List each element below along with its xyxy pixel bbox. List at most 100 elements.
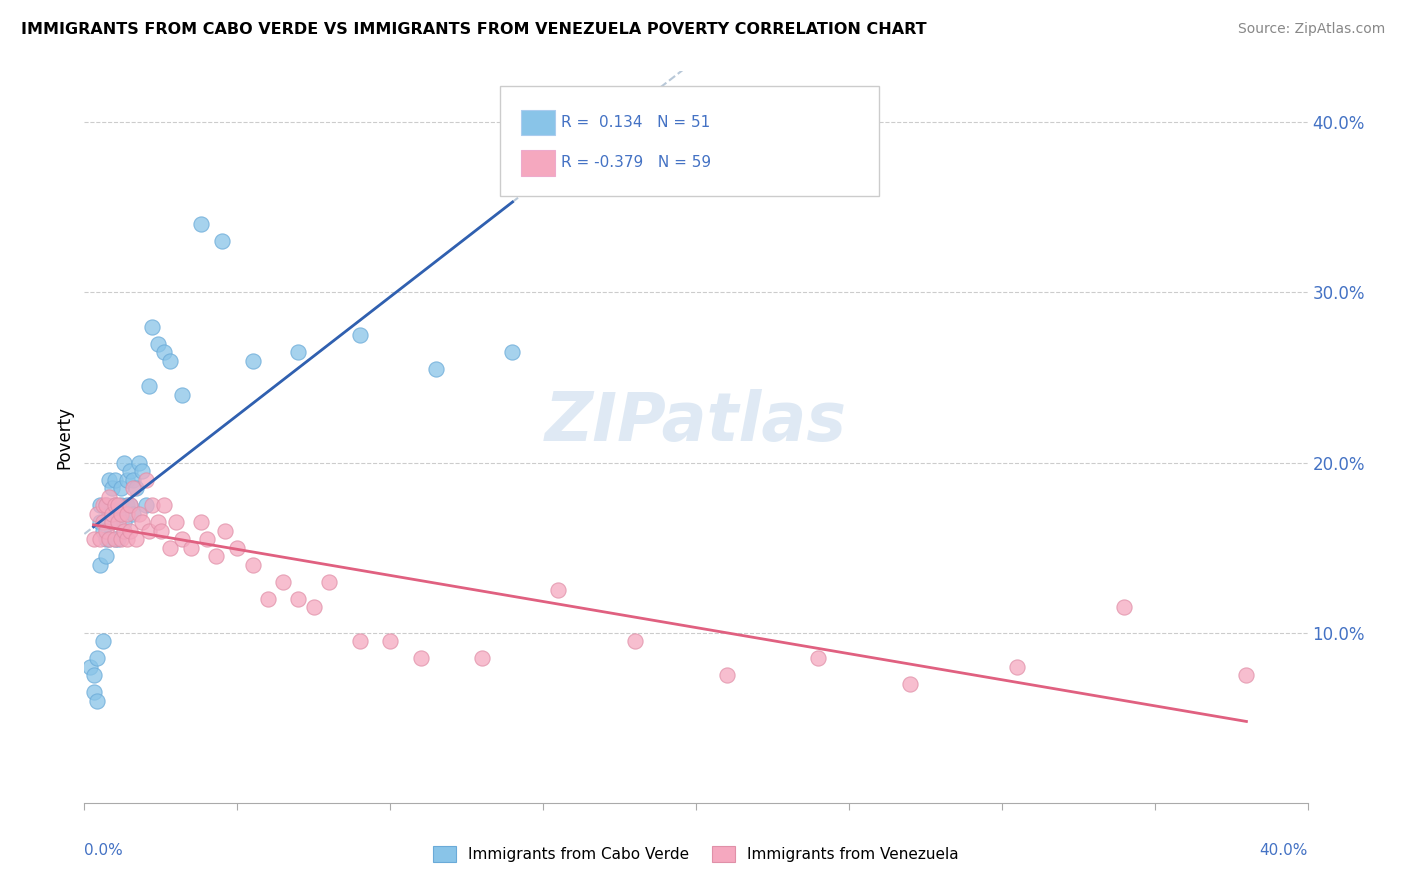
Y-axis label: Poverty: Poverty — [55, 406, 73, 468]
Point — [624, 634, 647, 648]
Point — [128, 507, 150, 521]
Point — [1005, 659, 1028, 673]
Point — [94, 498, 117, 512]
Point — [101, 515, 124, 529]
Point — [86, 651, 108, 665]
Point — [120, 498, 142, 512]
Text: 0.0%: 0.0% — [84, 843, 124, 858]
Point — [716, 668, 738, 682]
Point — [94, 549, 117, 563]
Point — [115, 498, 138, 512]
Point — [205, 549, 228, 563]
Point — [94, 498, 117, 512]
Point — [159, 353, 181, 368]
Text: ZIPatlas: ZIPatlas — [546, 390, 846, 456]
Point — [115, 473, 138, 487]
Point — [107, 498, 129, 512]
Point — [138, 524, 160, 538]
Point — [349, 328, 371, 343]
Point — [211, 235, 233, 249]
Point — [146, 515, 169, 529]
Point — [107, 507, 129, 521]
Text: R = -0.379   N = 59: R = -0.379 N = 59 — [561, 155, 711, 170]
Point — [165, 515, 187, 529]
Point — [91, 634, 114, 648]
Text: IMMIGRANTS FROM CABO VERDE VS IMMIGRANTS FROM VENEZUELA POVERTY CORRELATION CHAR: IMMIGRANTS FROM CABO VERDE VS IMMIGRANTS… — [21, 22, 927, 37]
Point — [190, 218, 212, 232]
Point — [122, 507, 145, 521]
Point — [83, 532, 105, 546]
Point — [110, 507, 132, 521]
Point — [195, 532, 218, 546]
Point — [86, 694, 108, 708]
FancyBboxPatch shape — [501, 86, 880, 195]
Point — [149, 524, 172, 538]
Point — [502, 345, 524, 359]
Point — [115, 532, 138, 546]
Point — [89, 498, 111, 512]
Point — [214, 524, 236, 538]
Point — [547, 583, 569, 598]
Point — [83, 668, 105, 682]
Point — [141, 498, 163, 512]
Point — [104, 498, 127, 512]
Point — [120, 464, 142, 478]
Point — [153, 345, 176, 359]
Point — [242, 353, 264, 368]
Point — [83, 685, 105, 699]
Point — [1236, 668, 1258, 682]
Legend: Immigrants from Cabo Verde, Immigrants from Venezuela: Immigrants from Cabo Verde, Immigrants f… — [427, 840, 965, 868]
Point — [135, 473, 157, 487]
Text: 40.0%: 40.0% — [1260, 843, 1308, 858]
Point — [89, 515, 111, 529]
Point — [107, 532, 129, 546]
FancyBboxPatch shape — [522, 150, 555, 176]
Point — [172, 532, 194, 546]
Point — [97, 473, 120, 487]
Point — [349, 634, 371, 648]
Point — [97, 490, 120, 504]
Point — [257, 591, 280, 606]
Point — [91, 498, 114, 512]
Point — [112, 456, 135, 470]
Point — [146, 336, 169, 351]
Point — [110, 481, 132, 495]
Point — [120, 498, 142, 512]
Point — [125, 532, 148, 546]
Point — [287, 591, 309, 606]
Point — [125, 481, 148, 495]
Point — [112, 515, 135, 529]
Point — [122, 481, 145, 495]
Point — [91, 515, 114, 529]
Point — [302, 600, 325, 615]
Point — [898, 677, 921, 691]
Point — [101, 515, 124, 529]
Point — [180, 541, 202, 555]
Point — [287, 345, 309, 359]
Point — [131, 464, 153, 478]
Point — [1114, 600, 1136, 615]
Text: R =  0.134   N = 51: R = 0.134 N = 51 — [561, 115, 710, 130]
Point — [104, 532, 127, 546]
Point — [271, 574, 294, 589]
Point — [110, 507, 132, 521]
Point — [89, 558, 111, 572]
Point — [380, 634, 402, 648]
Point — [110, 532, 132, 546]
Point — [425, 362, 447, 376]
Point — [409, 651, 432, 665]
Point — [318, 574, 340, 589]
Point — [104, 498, 127, 512]
Point — [110, 498, 132, 512]
Point — [79, 659, 101, 673]
Point — [91, 524, 114, 538]
Point — [190, 515, 212, 529]
Point — [131, 515, 153, 529]
Point — [120, 524, 142, 538]
Point — [141, 319, 163, 334]
Point — [226, 541, 249, 555]
Point — [94, 524, 117, 538]
FancyBboxPatch shape — [522, 110, 555, 136]
Text: Source: ZipAtlas.com: Source: ZipAtlas.com — [1237, 22, 1385, 37]
Point — [104, 532, 127, 546]
